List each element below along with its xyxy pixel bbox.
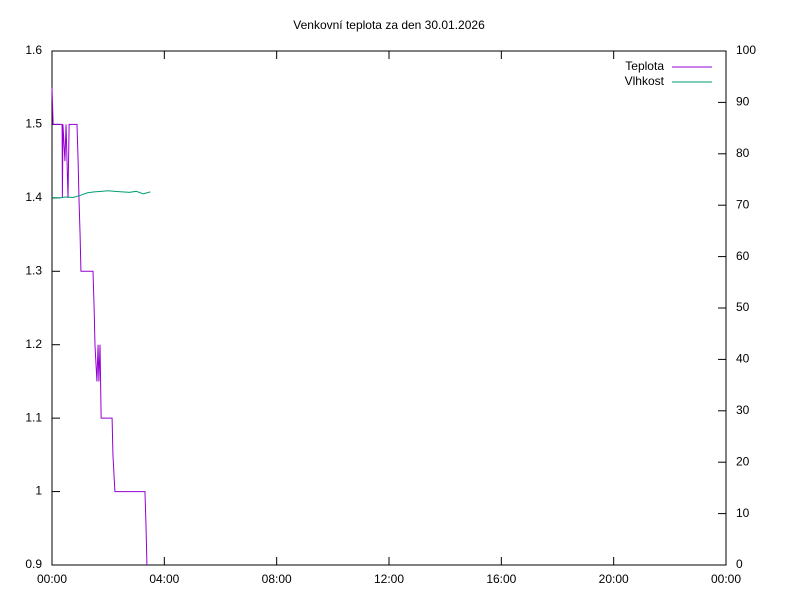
y-tick-label: 1.3	[25, 263, 42, 277]
y-tick-label: 1.2	[25, 337, 42, 351]
x-tick-label: 04:00	[149, 572, 179, 586]
y2-tick-label: 60	[736, 249, 750, 263]
x-tick-label: 20:00	[599, 572, 629, 586]
x-tick-label: 08:00	[262, 572, 292, 586]
chart-title: Venkovní teplota za den 30.01.2026	[293, 18, 485, 32]
y2-tick-label: 20	[736, 454, 750, 468]
x-tick-label: 00:00	[711, 572, 741, 586]
x-tick-label: 12:00	[374, 572, 404, 586]
y-tick-label: 1	[35, 484, 42, 498]
y-tick-label: 1.1	[25, 410, 42, 424]
y2-tick-label: 30	[736, 403, 750, 417]
series-line	[51, 190, 151, 199]
y2-tick-label: 10	[736, 506, 750, 520]
x-tick-label: 16:00	[486, 572, 516, 586]
y2-tick-label: 50	[736, 300, 750, 314]
legend-label: Teplota	[625, 59, 664, 73]
y-tick-label: 1.4	[25, 190, 42, 204]
legend-label: Vlhkost	[625, 74, 665, 88]
series-line	[51, 87, 148, 566]
y2-tick-label: 100	[736, 43, 756, 57]
y-tick-label: 1.5	[25, 117, 42, 131]
x-tick-label: 00:00	[37, 572, 67, 586]
y2-tick-label: 80	[736, 146, 750, 160]
y2-tick-label: 90	[736, 95, 750, 109]
y2-tick-label: 70	[736, 197, 750, 211]
y-tick-label: 0.9	[25, 557, 42, 571]
y2-tick-label: 40	[736, 352, 750, 366]
y2-tick-label: 0	[736, 557, 743, 571]
y-tick-label: 1.6	[25, 43, 42, 57]
